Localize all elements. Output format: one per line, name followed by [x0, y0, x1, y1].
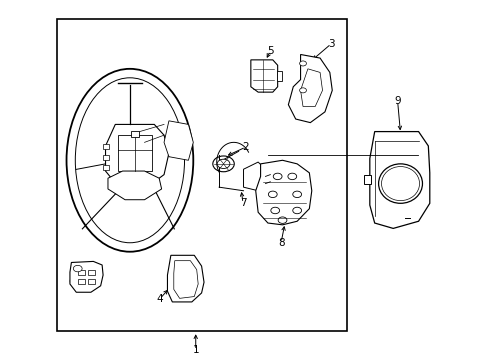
Ellipse shape	[66, 69, 193, 252]
Text: 5: 5	[266, 46, 273, 56]
Bar	[118, 135, 152, 171]
Bar	[103, 144, 109, 149]
Circle shape	[268, 191, 277, 198]
Text: 6: 6	[68, 277, 75, 287]
Text: 8: 8	[277, 238, 284, 248]
Ellipse shape	[75, 78, 184, 243]
Polygon shape	[108, 171, 161, 200]
Bar	[78, 279, 84, 284]
Bar	[103, 154, 109, 159]
Polygon shape	[167, 255, 203, 302]
Text: 4: 4	[156, 294, 163, 304]
Circle shape	[299, 61, 306, 66]
Text: 2: 2	[242, 142, 249, 152]
Circle shape	[217, 159, 229, 168]
Ellipse shape	[378, 164, 422, 203]
Polygon shape	[243, 162, 265, 191]
Bar	[88, 270, 95, 275]
Polygon shape	[250, 60, 277, 92]
Circle shape	[278, 217, 286, 224]
Circle shape	[73, 265, 82, 272]
Circle shape	[292, 207, 301, 214]
Polygon shape	[163, 121, 193, 160]
Bar	[276, 71, 281, 81]
Bar	[88, 279, 95, 284]
Polygon shape	[369, 132, 429, 228]
Circle shape	[292, 191, 301, 198]
Polygon shape	[173, 261, 198, 298]
Bar	[57, 19, 346, 330]
Circle shape	[299, 88, 306, 93]
Bar	[131, 131, 139, 137]
Circle shape	[273, 173, 282, 180]
Text: 1: 1	[192, 345, 199, 355]
Bar	[363, 175, 370, 184]
Text: 3: 3	[327, 39, 334, 49]
Circle shape	[212, 156, 234, 172]
Circle shape	[270, 207, 279, 214]
Polygon shape	[288, 54, 331, 123]
Bar	[78, 270, 84, 275]
Bar	[103, 165, 109, 170]
Text: 9: 9	[393, 96, 400, 106]
Text: 7: 7	[239, 198, 246, 208]
Polygon shape	[255, 160, 311, 225]
Polygon shape	[300, 69, 322, 107]
Ellipse shape	[381, 167, 419, 201]
Polygon shape	[105, 125, 168, 189]
Polygon shape	[70, 261, 103, 292]
Circle shape	[287, 173, 296, 180]
